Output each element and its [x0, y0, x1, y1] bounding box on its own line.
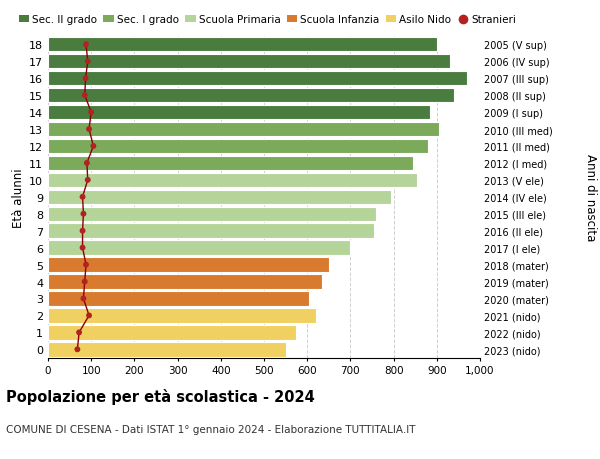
Point — [73, 346, 82, 353]
Point — [86, 109, 96, 117]
Point — [83, 58, 92, 66]
Point — [78, 245, 88, 252]
Bar — [48, 190, 391, 205]
Bar — [48, 308, 316, 323]
Bar — [48, 106, 430, 120]
Bar — [48, 55, 450, 69]
Point — [83, 177, 92, 184]
Y-axis label: Età alunni: Età alunni — [12, 168, 25, 227]
Text: Popolazione per età scolastica - 2024: Popolazione per età scolastica - 2024 — [6, 388, 315, 404]
Bar — [48, 173, 418, 188]
Bar — [48, 291, 310, 306]
Bar — [48, 275, 322, 289]
Bar — [48, 157, 413, 171]
Bar — [48, 140, 428, 154]
Bar — [48, 38, 437, 52]
Point — [84, 126, 94, 134]
Text: COMUNE DI CESENA - Dati ISTAT 1° gennaio 2024 - Elaborazione TUTTITALIA.IT: COMUNE DI CESENA - Dati ISTAT 1° gennaio… — [6, 425, 415, 435]
Point — [80, 92, 89, 100]
Point — [82, 160, 92, 167]
Bar — [48, 342, 286, 357]
Point — [78, 194, 88, 201]
Point — [74, 329, 84, 336]
Point — [78, 228, 88, 235]
Point — [80, 278, 89, 285]
Text: Anni di nascita: Anni di nascita — [584, 154, 597, 241]
Point — [79, 295, 88, 302]
Bar — [48, 241, 350, 255]
Bar — [48, 89, 454, 103]
Point — [79, 211, 88, 218]
Bar — [48, 224, 374, 238]
Point — [89, 143, 98, 150]
Point — [81, 41, 91, 49]
Bar — [48, 207, 376, 221]
Bar — [48, 72, 467, 86]
Bar — [48, 123, 439, 137]
Bar — [48, 258, 329, 272]
Legend: Sec. II grado, Sec. I grado, Scuola Primaria, Scuola Infanzia, Asilo Nido, Stran: Sec. II grado, Sec. I grado, Scuola Prim… — [19, 15, 516, 25]
Bar — [48, 325, 296, 340]
Point — [84, 312, 94, 319]
Point — [81, 261, 91, 269]
Point — [81, 75, 91, 83]
